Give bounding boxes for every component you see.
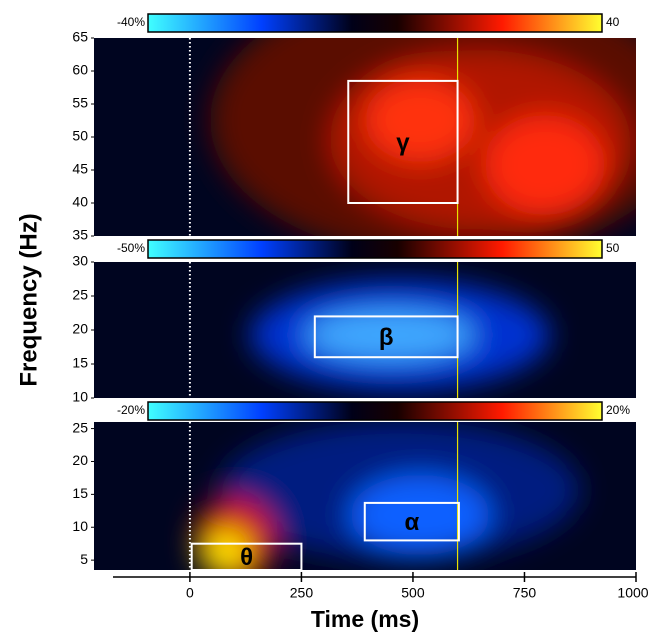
colorbar (147, 13, 603, 33)
roi-box (190, 542, 303, 572)
y-tick-label: 20 (72, 321, 88, 337)
y-tick-label: 15 (72, 355, 88, 371)
colorbar (147, 239, 603, 259)
roi-label: β (379, 324, 394, 351)
x-tick-label: 1000 (617, 585, 648, 601)
x-tick-label: 0 (186, 585, 194, 601)
y-tick-label: 15 (72, 485, 88, 501)
roi-box (363, 501, 460, 542)
x-tick-label: 500 (401, 585, 425, 601)
colorbar-label: -50% (117, 241, 145, 255)
colorbar-label: -40% (117, 15, 145, 29)
colorbar (147, 401, 603, 421)
roi-box (313, 315, 459, 359)
y-tick-label: 30 (72, 253, 88, 269)
colorbar-label: -20% (117, 403, 145, 417)
y-tick-label: 40 (72, 194, 88, 210)
heatmap-panel-1 (94, 38, 636, 236)
x-axis-label: Time (ms) (311, 606, 419, 632)
y-tick-label: 10 (72, 389, 88, 405)
y-tick-label: 50 (72, 128, 88, 144)
roi-box (347, 79, 459, 204)
y-tick-label: 5 (80, 551, 88, 567)
x-tick-label: 250 (290, 585, 314, 601)
roi-label: γ (396, 129, 410, 156)
roi-label: α (404, 509, 419, 536)
y-tick-label: 60 (72, 62, 88, 78)
y-tick-label: 10 (72, 518, 88, 534)
heatmap-panel-2 (94, 262, 636, 398)
y-axis-label: Frequency (Hz) (15, 213, 42, 386)
y-tick-label: 20 (72, 452, 88, 468)
y-tick-label: 45 (72, 161, 88, 177)
y-tick-label: 55 (72, 95, 88, 111)
heatmap-panel-3 (94, 422, 636, 570)
roi-label: θ (240, 544, 253, 571)
y-tick-label: 25 (72, 287, 88, 303)
y-tick-label: 65 (72, 29, 88, 45)
colorbar-label: 50 (606, 241, 620, 255)
colorbar-label: 40 (606, 15, 620, 29)
y-tick-label: 35 (72, 227, 88, 243)
x-tick-label: 750 (513, 585, 537, 601)
colorbar-label: 20% (606, 403, 630, 417)
y-tick-label: 25 (72, 419, 88, 435)
